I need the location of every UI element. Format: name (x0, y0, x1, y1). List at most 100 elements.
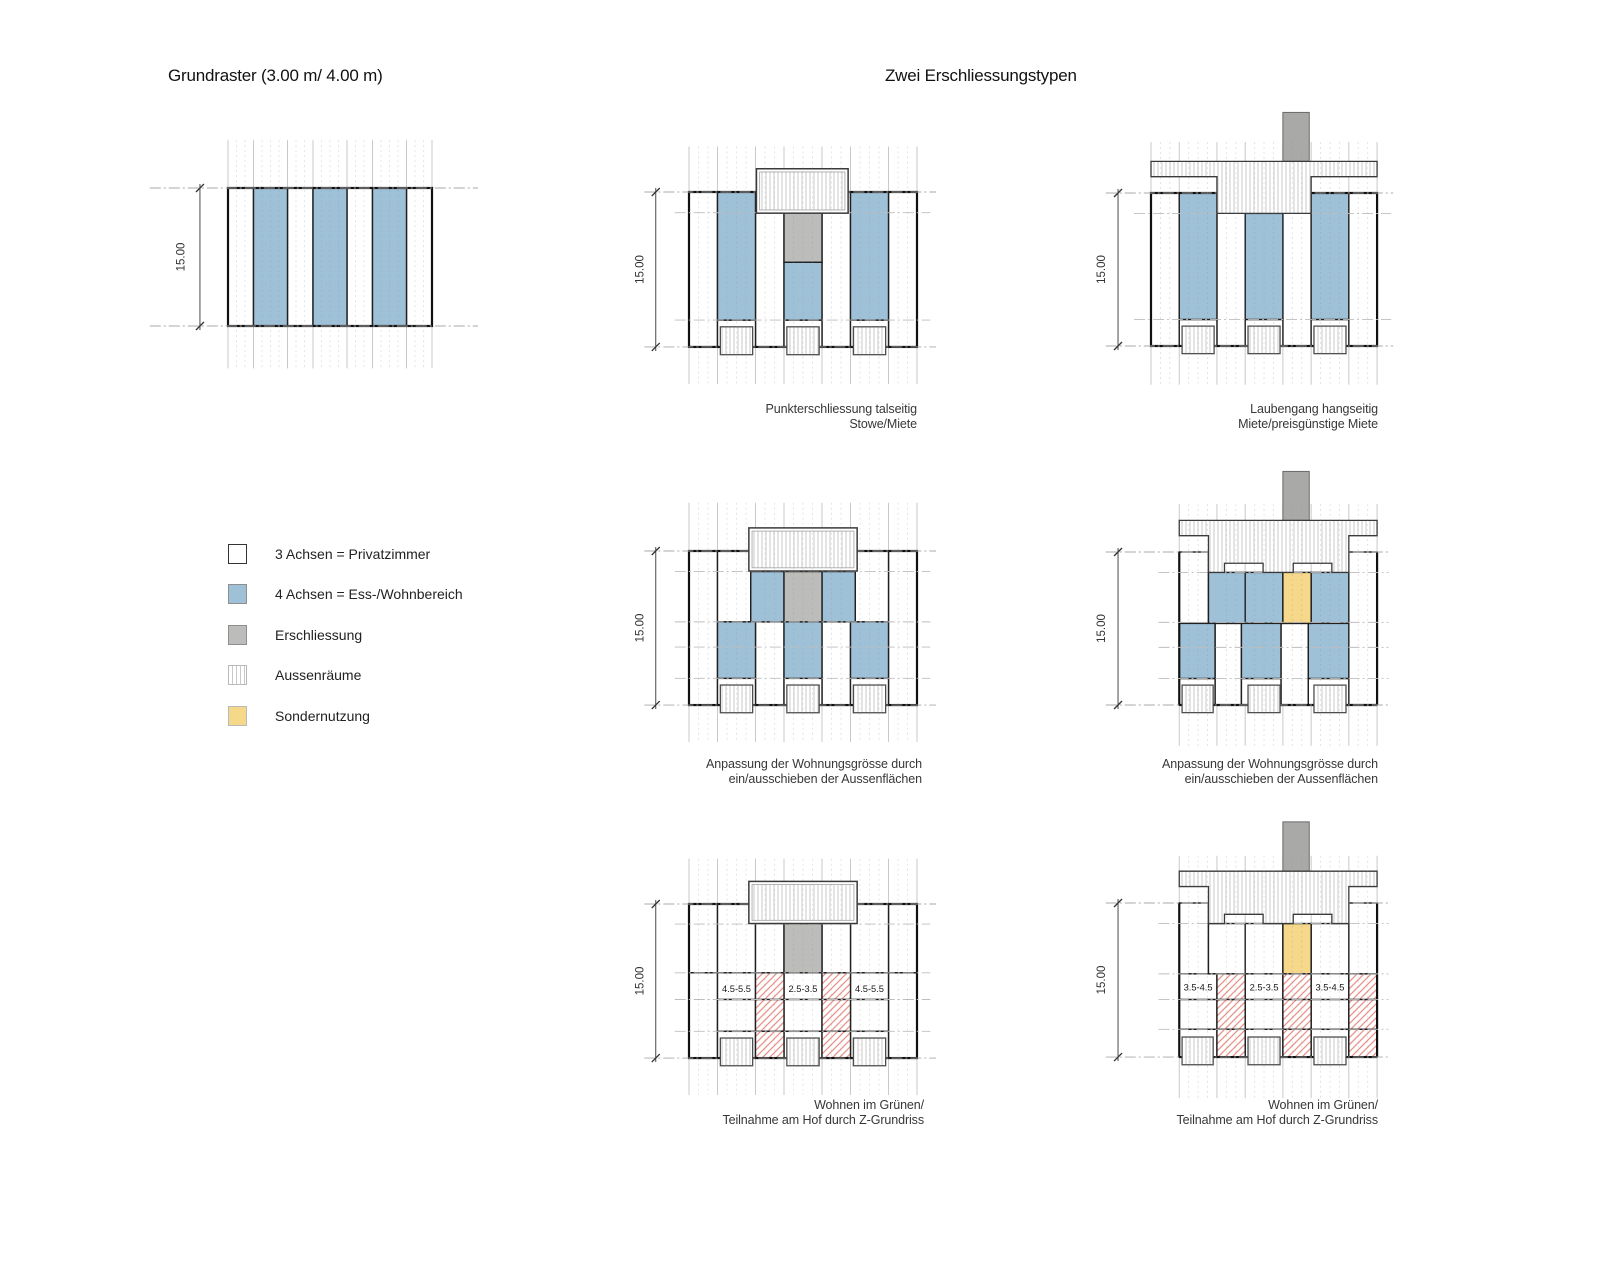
balcony-box (1313, 325, 1347, 355)
building-cell-w (1178, 551, 1210, 625)
building-cell-yl (1282, 922, 1312, 975)
dimension-15m: 15.00 (176, 183, 205, 331)
balcony-box (1247, 1036, 1281, 1066)
dimension-15m: 15.00 (634, 546, 661, 710)
legend-swatch-gray (228, 624, 247, 645)
caption-laubengang: Laubengang hangseitig Miete/preisgünstig… (1238, 402, 1378, 431)
diagram-anpassung-rechts: 15.00 (1096, 470, 1391, 746)
building-cell-w (849, 998, 890, 1033)
dimension-label: 15.00 (1096, 966, 1108, 995)
building-cell-b (716, 621, 757, 680)
building-cell-b (783, 621, 823, 680)
building-cell-w (1348, 551, 1378, 706)
caption-line: Wohnen im Grünen/ (814, 1098, 924, 1112)
legend-label: Aussenräume (275, 667, 362, 683)
building-cell-w (1280, 622, 1310, 706)
terrace-inner (759, 171, 846, 211)
grid-minor-lines (1188, 504, 1369, 746)
building-cell-r (1282, 1028, 1312, 1058)
balcony-box (1247, 684, 1281, 714)
dimension-label: 15.00 (1096, 614, 1108, 643)
building-cell-b (1307, 622, 1350, 680)
diagram-anpassung-links: 15.00 (634, 502, 936, 743)
building-cell-w (286, 187, 314, 327)
legend-label: Erschliessung (275, 626, 363, 643)
building-cell-w (227, 187, 255, 327)
building-cell-b (716, 191, 757, 321)
building-cell-r (1216, 998, 1246, 1031)
building-cell-w (1178, 998, 1218, 1031)
room-size-label: 2.5-3.5 (789, 984, 818, 994)
legend-item-wohnbereich: 4 Achsen = Ess-/Wohnbereich (228, 584, 463, 605)
building-cell-w (1348, 192, 1378, 347)
access-tower (1282, 821, 1310, 872)
building-cell-r (1282, 998, 1312, 1031)
room-size-label: 2.5-3.5 (1250, 983, 1279, 993)
building-cell-r (754, 1030, 785, 1059)
room-size-label: 4.5-5.5 (855, 984, 884, 994)
caption-line: Teilnahme am Hof durch Z-Grundriss (1176, 1112, 1378, 1127)
dimension-15m: 15.00 (1096, 898, 1123, 1062)
balcony-box (1313, 684, 1347, 714)
building-cell-w (887, 550, 918, 706)
balcony-box (1181, 684, 1214, 714)
diagram-wohnen-rechts: 15.00 3.5-4.5 2.5-3.5 3.5-4.5 (1096, 821, 1391, 1099)
laubengang-walkway (1178, 870, 1378, 925)
legend-item-sondernutzung: Sondernutzung (228, 705, 370, 726)
building-cell-r (1348, 998, 1378, 1031)
caption-line: Anpassung der Wohnungsgrösse durch (1162, 757, 1378, 771)
legend-label: Sondernutzung (275, 707, 370, 724)
building-cell-w (688, 550, 719, 706)
grid-helper-lines (644, 191, 936, 348)
grid-helper-lines (149, 187, 478, 327)
building-cell-b (1310, 192, 1350, 321)
balcony-box (786, 684, 820, 714)
building-cell-b (821, 570, 856, 623)
dimension-label: 15.00 (634, 967, 646, 996)
building-cell-r (821, 998, 852, 1033)
building-cell-w (821, 191, 852, 348)
balcony-box (786, 326, 820, 356)
dimension-label: 15.00 (1096, 255, 1108, 284)
balcony-box (1313, 1036, 1347, 1066)
balcony-box (852, 1037, 887, 1067)
building-cell-g (783, 570, 823, 623)
building-cell-w (754, 621, 785, 706)
building-cell-w (716, 550, 752, 623)
building-cell-r (754, 972, 785, 1001)
grid-minor-lines (1188, 855, 1369, 1099)
legend-swatch-white (228, 543, 247, 564)
building-cell-r (1216, 1028, 1246, 1058)
diagram-wohnen-links: 15.00 4.5-5.5 2.5-3.5 4.5-5.5 (634, 858, 936, 1096)
building-cell-r (1282, 973, 1312, 1001)
dimension-15m: 15.00 (634, 187, 661, 352)
caption-line: Laubengang hangseitig (1250, 402, 1378, 416)
legend-swatch-blue (228, 584, 247, 604)
legend-swatch-hatch (228, 665, 247, 685)
room-size-label: 3.5-4.5 (1184, 983, 1213, 993)
caption-wohnen-links: Wohnen im Grünen/ Teilnahme am Hof durch… (722, 1098, 924, 1127)
grid-minor-lines (1159, 142, 1369, 385)
balcony-box (1181, 1036, 1214, 1066)
access-tower (1282, 470, 1310, 521)
diagram-laubengang: 15.00 (1096, 111, 1394, 385)
caption-line: Teilnahme am Hof durch Z-Grundriss (722, 1112, 924, 1127)
building-cell-w (1178, 902, 1210, 975)
building-cell-w (887, 903, 918, 974)
building-cell-w (1282, 192, 1312, 347)
building-cell-b (849, 621, 890, 680)
building-cell-w (346, 187, 374, 327)
legend-swatch-yellow (228, 705, 247, 726)
building-cell-w (821, 621, 852, 706)
building-cell-b (1240, 622, 1282, 680)
building-cell-w (854, 550, 890, 623)
access-tower (1282, 111, 1310, 162)
building-cell-w (1150, 192, 1180, 347)
building-cell-b (849, 191, 890, 321)
dimension-label: 15.00 (634, 255, 646, 284)
building-cell-w (887, 972, 918, 1059)
building-cell-w (1214, 622, 1243, 706)
legend-label: 4 Achsen = Ess-/Wohnbereich (275, 586, 463, 602)
diagram-punkt: 15.00 (634, 146, 936, 385)
